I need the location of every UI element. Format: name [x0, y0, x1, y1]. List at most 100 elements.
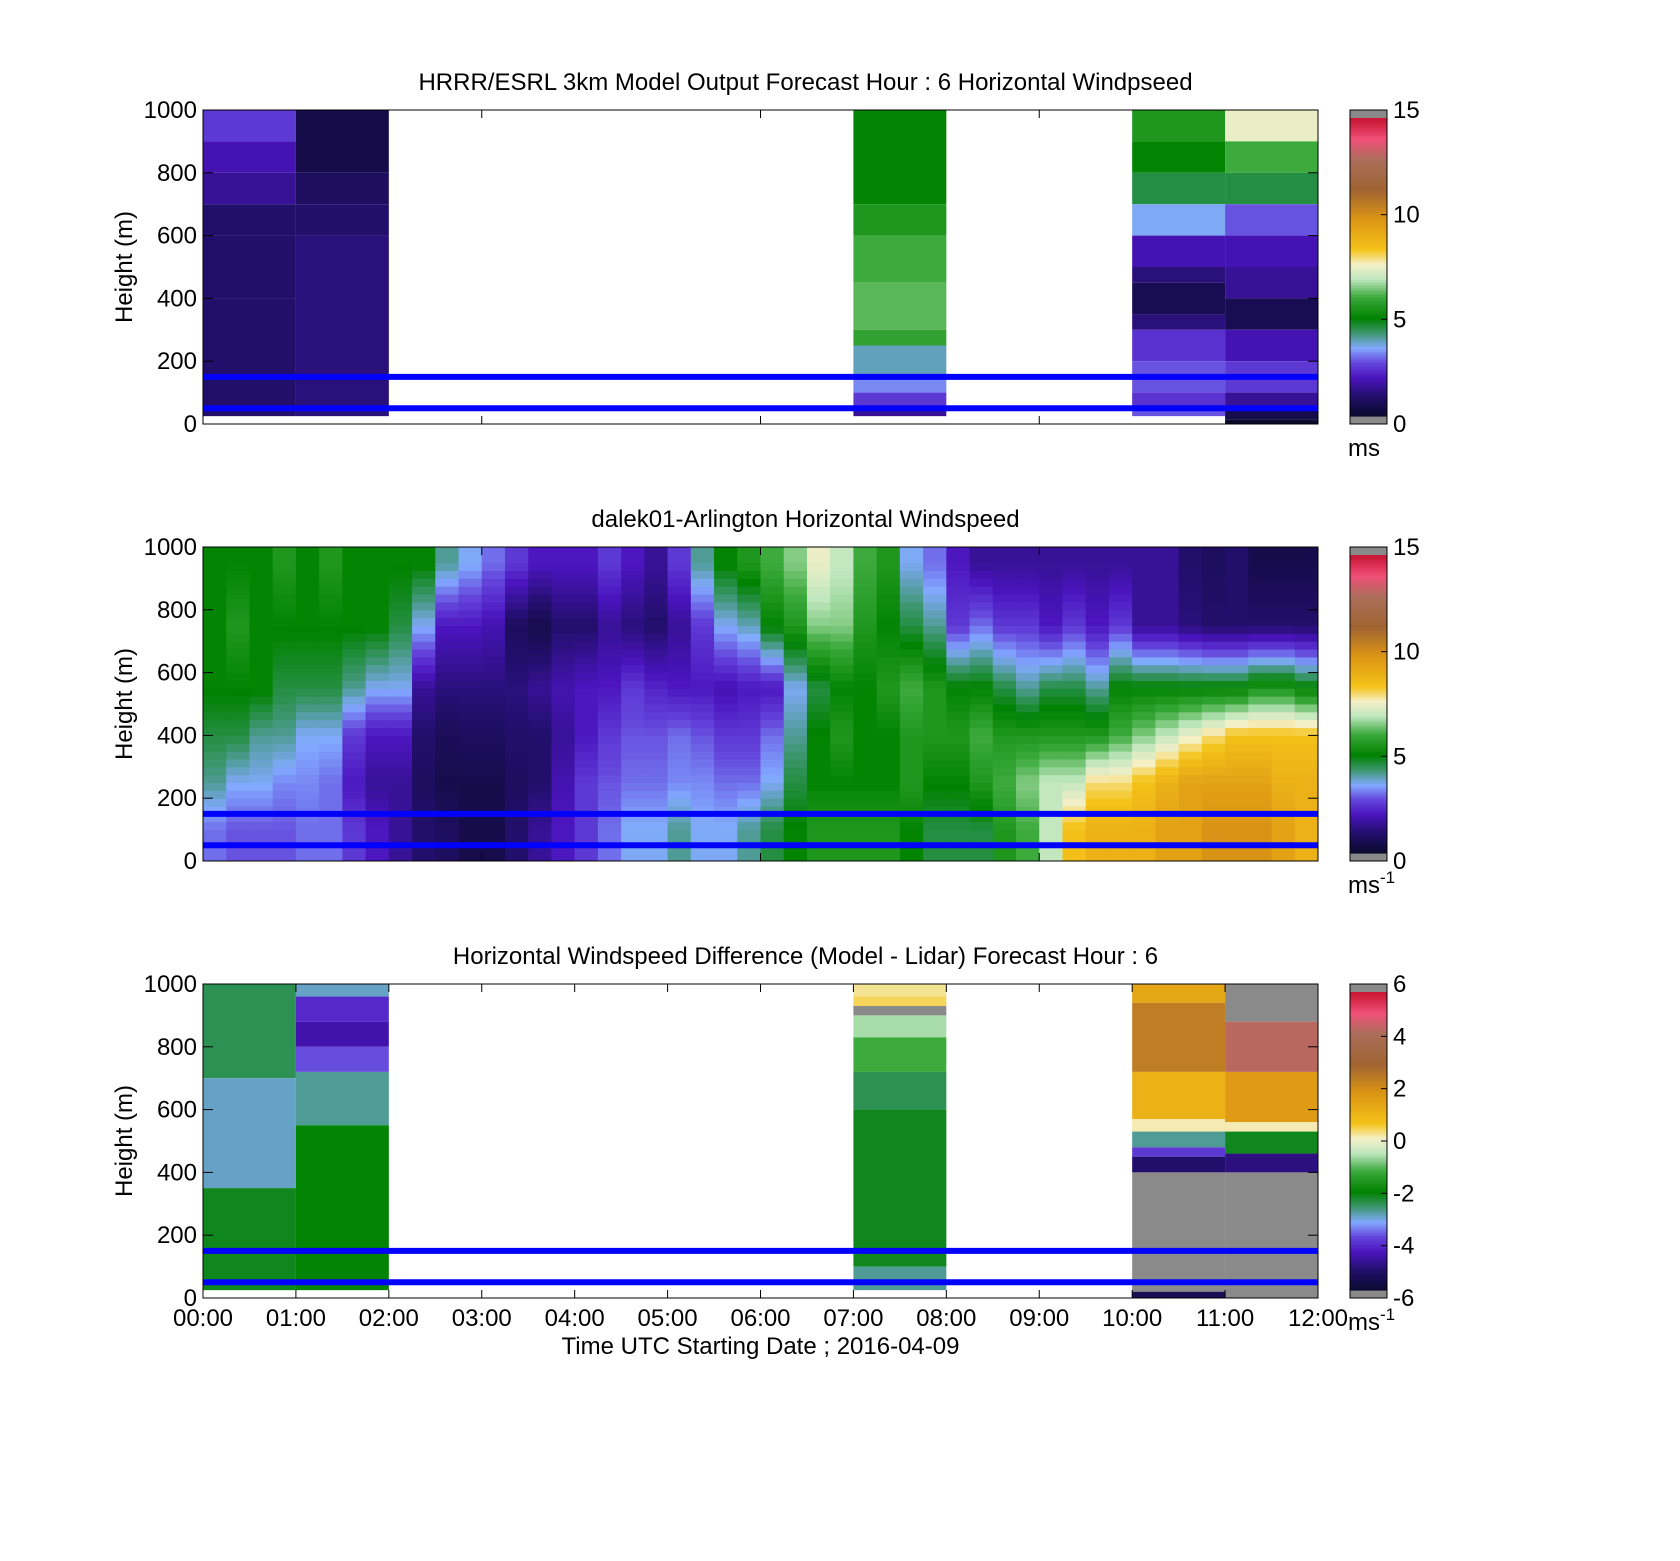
heat-cell [272, 821, 297, 831]
heat-cell [621, 570, 645, 579]
heat-cell [714, 656, 738, 666]
heat-cell [319, 704, 343, 713]
heat-cell [644, 562, 669, 572]
heat-cell [783, 547, 808, 556]
x-tick-label: 12:00 [1288, 1305, 1348, 1332]
heat-cell [319, 798, 343, 807]
colorbar-frame [1349, 109, 1388, 425]
heat-cell [1225, 617, 1249, 626]
heat-cell [365, 594, 390, 603]
heat-cell [597, 562, 622, 572]
colorbar-tick-label: 15 [1393, 97, 1420, 124]
heat-cell [806, 688, 831, 697]
heat-cell [806, 594, 831, 603]
heat-cell [667, 609, 692, 619]
heat-cell [388, 758, 413, 768]
heat-cell [1248, 766, 1273, 776]
heat-cell [1062, 727, 1087, 736]
heat-cell [1108, 821, 1133, 831]
heat-cell [1225, 790, 1249, 799]
heat-cell [319, 845, 343, 854]
colorbar-swatch [1350, 202, 1387, 206]
heat-cell [1294, 696, 1319, 705]
heat-cell [830, 813, 854, 823]
y-tick-label: 1000 [144, 97, 197, 124]
heat-cell [667, 711, 692, 721]
heat-cell [737, 554, 761, 564]
heat-cell [667, 562, 692, 572]
heat-cell [1108, 641, 1133, 650]
heat-cell [203, 617, 227, 626]
heat-cell [876, 735, 901, 744]
heat-cell [249, 594, 274, 603]
heat-cell [203, 1188, 296, 1291]
heat-cell [1178, 649, 1203, 658]
y-tick-label: 800 [157, 1034, 197, 1061]
heat-cell [876, 782, 901, 791]
heat-cell [923, 790, 947, 799]
heat-cell [992, 774, 1017, 783]
colorbar-swatch [1350, 242, 1387, 246]
colorbar-swatch [1350, 1262, 1387, 1266]
colorbar-swatch [1350, 661, 1387, 665]
heat-cell [319, 680, 343, 689]
heat-cell [388, 664, 413, 674]
heat-cell [690, 609, 715, 619]
colorbar-swatch [1350, 1160, 1387, 1164]
colorbar-swatch [1350, 214, 1387, 218]
heat-cell [1108, 680, 1133, 689]
colorbar-swatch [1350, 1178, 1387, 1182]
heat-cell [481, 806, 506, 815]
heat-cell [365, 806, 390, 815]
heat-cell [1225, 267, 1318, 299]
heat-cell [458, 649, 483, 658]
heat-cell [1294, 704, 1319, 713]
heat-cell [203, 672, 227, 681]
heat-cell [1085, 601, 1110, 611]
heat-cell [830, 719, 854, 729]
heat-cell [412, 798, 436, 807]
colorbar-swatch [1350, 182, 1387, 186]
heat-cell [551, 688, 576, 697]
colorbar-swatch [1350, 1121, 1387, 1125]
heat-cell [1271, 688, 1296, 697]
heat-cell [644, 711, 669, 721]
heat-cell [621, 711, 645, 721]
colorbar-swatch [1350, 1217, 1387, 1222]
x-tick-label: 05:00 [638, 1305, 698, 1332]
heat-cell [1201, 594, 1226, 603]
heat-cell [853, 790, 878, 799]
colorbar-tick-label: 5 [1393, 306, 1406, 333]
heat-cell [830, 633, 854, 642]
colorbar-swatch [1350, 1088, 1387, 1092]
heat-cell [1085, 617, 1110, 626]
heat-cell [737, 594, 761, 603]
heat-cell [551, 696, 576, 705]
heat-cell [899, 641, 924, 650]
heat-cell [667, 656, 692, 666]
heat-cell [737, 578, 761, 587]
heat-cell [899, 633, 924, 642]
colorbar-swatch [1350, 192, 1387, 196]
heat-cell [226, 625, 250, 634]
colorbar-swatch [1350, 152, 1387, 156]
heat-cell [1271, 625, 1296, 634]
heat-cell [249, 617, 274, 626]
heat-cell [342, 664, 367, 674]
heat-cell [597, 704, 622, 713]
colorbar-swatch [1350, 1150, 1387, 1155]
heat-cell [1271, 704, 1296, 713]
y-tick-label: 600 [157, 223, 197, 250]
colorbar-swatch [1350, 1208, 1387, 1212]
heat-cell [621, 743, 645, 752]
heat-cell [830, 570, 854, 579]
heat-cell [923, 743, 947, 752]
heat-cell [946, 601, 971, 611]
heat-cell [365, 813, 390, 823]
heat-cell [621, 656, 645, 666]
heat-cell [737, 743, 761, 752]
heat-cell [249, 798, 274, 807]
heat-cell [528, 837, 552, 846]
x-tick-label: 01:00 [266, 1305, 326, 1332]
heat-cell [458, 664, 483, 674]
